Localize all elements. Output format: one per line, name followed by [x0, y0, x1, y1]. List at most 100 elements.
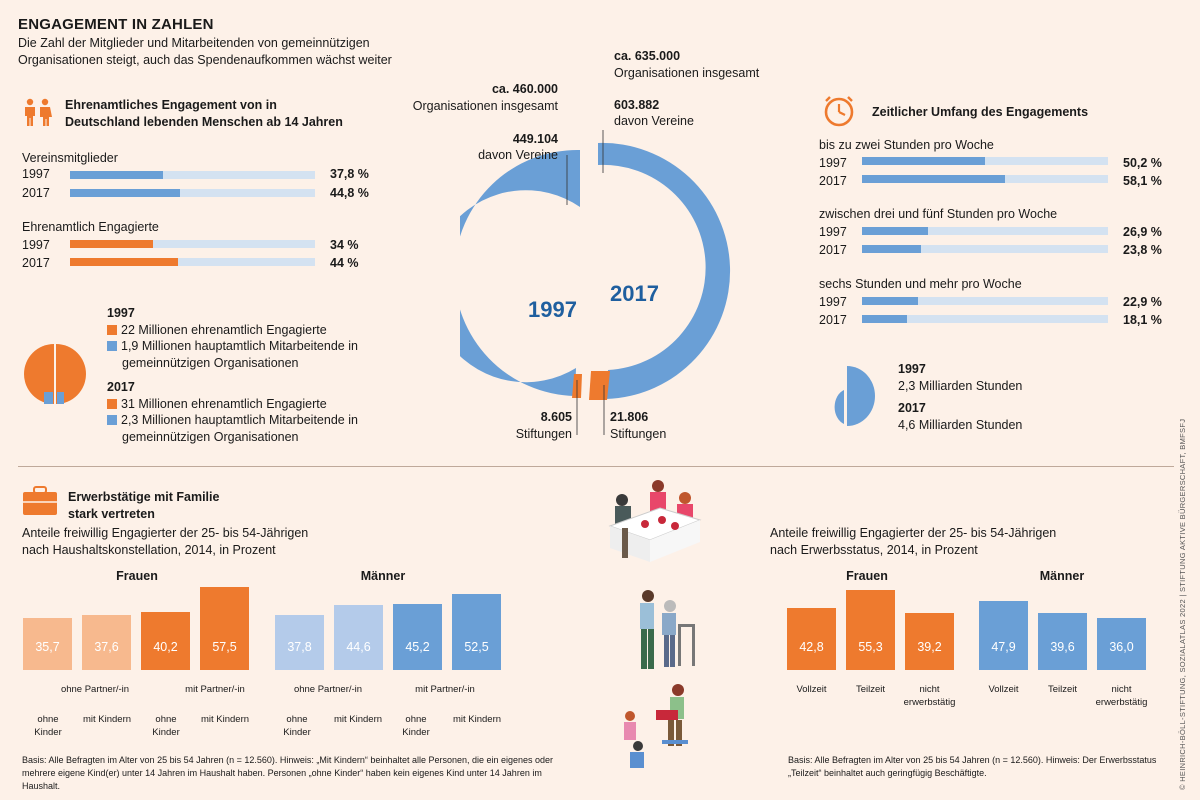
legend-item: 22 Millionen ehrenamtlich Engagierte	[107, 322, 357, 339]
axis-label-mit-partner: mit Partner/-in	[185, 684, 245, 695]
credit-text: © HEINRICH-BÖLL-STIFTUNG, SOZIALATLAS 20…	[1178, 418, 1187, 790]
orange-swatch	[107, 325, 117, 335]
bar-drei-2017	[862, 245, 921, 253]
bar-vereinsmitglieder-2017	[70, 189, 180, 197]
axis-label-erwerbsstatus: Vollzeit	[796, 684, 827, 695]
bar-sechs-1997	[862, 297, 919, 305]
axis-label-ohne-kinder: ohne Kinder	[152, 714, 180, 738]
axis-label-ohne-kinder: ohne Kinder	[34, 714, 62, 738]
hours-2017: 4,6 Milliarden Stunden	[898, 418, 1023, 432]
hours-1997: 2,3 Milliarden Stunden	[898, 379, 1023, 393]
donut-left-total: ca. 460.000	[491, 82, 558, 96]
axis-label-mit-kindern: mit Kindern	[82, 714, 132, 725]
hours-year-1997: 1997	[898, 362, 926, 376]
bar-frauen-2	[82, 615, 131, 670]
helper-with-walker-illustration	[640, 590, 695, 669]
blue-swatch	[107, 341, 117, 351]
bar-value: 18,1 %	[1123, 313, 1162, 327]
bar-track	[70, 189, 315, 197]
bar-frauen-3	[141, 611, 190, 670]
axis-label-ohne-kinder: ohne Kinder	[402, 714, 430, 738]
bar-value-label: 36,0	[1109, 640, 1134, 654]
bar-mnner-vollzeit	[979, 600, 1028, 670]
bar-value-label: 40,2	[153, 640, 178, 654]
engagement-title: Ehrenamtliches Engagement von in Deutsch…	[65, 98, 343, 129]
donut-right-vereine-label: davon Vereine	[614, 114, 694, 128]
zeitlicher-umfang-title: Zeitlicher Umfang des Engagements	[872, 105, 1089, 119]
group-label: zwischen drei und fünf Stunden pro Woche	[819, 207, 1058, 221]
page-subtitle: Die Zahl der Mitglieder und Mitarbeitend…	[18, 36, 392, 67]
bar-value-label: 44,6	[346, 640, 371, 654]
legend-text: 31 Millionen ehrenamtlich Engagierte	[121, 397, 327, 411]
group-label-engagierte: Ehrenamtlich Engagierte	[22, 220, 159, 234]
bar-value-label: 45,2	[405, 640, 430, 654]
bar-frauen-vollzeit	[787, 607, 836, 670]
bar-value-label: 39,2	[917, 640, 942, 654]
bar-mnner-nicht	[1097, 617, 1146, 670]
axis-label-mit-kindern: mit Kindern	[200, 714, 250, 725]
bar-track	[862, 245, 1108, 253]
year-label: 1997	[819, 225, 847, 239]
bar-mnner-4	[452, 593, 501, 670]
bar-zwei-1997	[862, 157, 986, 165]
bar-value: 34 %	[330, 238, 359, 252]
bar-frauen-teilzeit	[846, 589, 895, 670]
axis-label-erwerbsstatus: nicht erwerbstätig	[1095, 684, 1148, 708]
bottom-left-footnote: Basis: Alle Befragten im Alter von 25 bi…	[22, 755, 554, 791]
bar-track	[862, 297, 1108, 305]
axis-label-erwerbsstatus: nicht erwerbstätig	[903, 684, 956, 708]
year-label: 2017	[819, 313, 847, 327]
axis-label-ohne-partner: ohne Partner/-in	[60, 684, 130, 695]
bar-engagierte-2017	[70, 258, 178, 266]
axis-label-erwerbsstatus: Teilzeit	[1047, 684, 1078, 695]
organisations-donut	[460, 130, 731, 435]
bar-track	[70, 171, 315, 179]
donut-stiftungen-2017: 21.806	[610, 410, 649, 424]
legend-text: 2,3 Millionen hauptamtlich Mitarbeitende…	[121, 413, 358, 444]
bar-track	[862, 227, 1108, 235]
donut-right-vereine: 603.882	[614, 98, 660, 112]
donut-year-2017: 2017	[610, 281, 659, 306]
bar-value-label: 47,9	[991, 640, 1016, 654]
bar-track	[862, 315, 1108, 323]
year-label: 2017	[22, 186, 50, 200]
axis-label-mit-partner: mit Partner/-in	[415, 684, 475, 695]
legend-year-1997: 1997	[107, 306, 135, 320]
bar-mnner-2	[334, 605, 383, 670]
frauen-label: Frauen	[846, 569, 888, 583]
bar-track	[70, 258, 315, 266]
bar-value: 44,8 %	[330, 186, 369, 200]
donut-year-1997: 1997	[528, 297, 577, 322]
donut-right-vereine	[598, 142, 731, 400]
orange-swatch	[107, 399, 117, 409]
hours-mini-pie	[834, 366, 875, 426]
reading-to-children-illustration	[624, 684, 688, 768]
bar-value: 58,1 %	[1123, 174, 1162, 188]
year-label: 1997	[819, 295, 847, 309]
bar-sechs-2017	[862, 315, 907, 323]
page-title: ENGAGEMENT IN ZAHLEN	[18, 16, 214, 33]
axis-label-ohne-kinder: ohne Kinder	[283, 714, 311, 738]
bar-track	[862, 157, 1108, 165]
bar-value: 26,9 %	[1123, 225, 1162, 239]
bottom-left-subtitle: Anteile freiwillig Engagierter der 25- b…	[22, 526, 309, 557]
bar-engagierte-1997	[70, 240, 154, 248]
section-divider	[18, 466, 1174, 467]
briefcase-icon	[23, 486, 57, 515]
bar-mnner-3	[393, 604, 442, 670]
group-label-vereinsmitglieder: Vereinsmitglieder	[22, 151, 118, 165]
bar-value-label: 42,8	[799, 640, 824, 654]
year-label: 2017	[819, 243, 847, 257]
axis-label-mit-kindern: mit Kindern	[452, 714, 502, 725]
bar-value: 22,9 %	[1123, 295, 1162, 309]
bar-value: 37,8 %	[330, 167, 369, 181]
bar-value-label: 57,5	[212, 640, 237, 654]
donut-left-vereine: 449.104	[512, 132, 558, 146]
bar-track	[862, 175, 1108, 183]
legend-item: 31 Millionen ehrenamtlich Engagierte	[107, 396, 357, 413]
donut-right-total-label: Organisationen insgesamt	[614, 66, 760, 80]
bar-value: 23,8 %	[1123, 243, 1162, 257]
clock-icon	[824, 96, 854, 127]
axis-label-erwerbsstatus: Vollzeit	[988, 684, 1019, 695]
bar-track	[70, 240, 315, 248]
